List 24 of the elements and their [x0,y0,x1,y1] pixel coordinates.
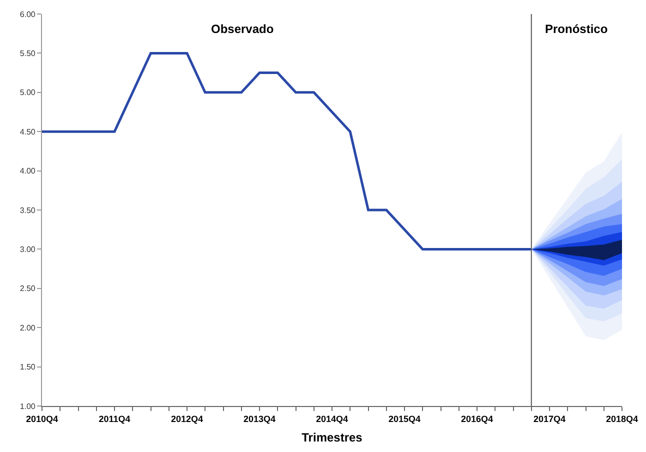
x-tick-label: 2016Q4 [460,414,494,424]
x-tick-label: 2010Q4 [26,414,58,424]
y-tick-label: 2.00 [20,323,36,332]
line-series [42,52,533,250]
x-axis-title: Trimestres [302,430,363,445]
y-tick-label: 4.50 [20,127,36,136]
y-tick-label: 5.00 [20,88,36,98]
x-tick-label: 2012Q4 [170,414,204,424]
y-tick-label: 5.50 [20,49,36,58]
x-tick-label: 2015Q4 [388,414,421,424]
y-tick-label: 6.00 [20,10,36,19]
y-tick-label: 1.00 [20,402,36,411]
annotation: Observado [211,22,274,36]
x-tick-label: 2013Q4 [243,414,276,424]
annotation: Pronóstico [545,22,608,36]
y-tick-label: 2.50 [20,284,36,294]
x-tick-label: 2011Q4 [98,414,130,424]
y-tick-label: 1.50 [20,362,36,372]
y-tick-label: 3.00 [20,245,36,254]
x-tick-label: 2014Q4 [316,414,348,424]
y-tick-label: 3.50 [20,206,36,215]
y-tick-label: 4.00 [20,166,36,176]
x-tick-label: 2018Q4 [606,414,638,424]
x-tick-label: 2017Q4 [533,414,566,424]
